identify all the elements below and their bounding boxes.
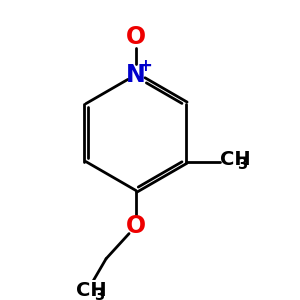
- Text: +: +: [138, 57, 152, 75]
- Text: O: O: [126, 26, 146, 50]
- Text: 3: 3: [94, 288, 104, 300]
- Text: 3: 3: [238, 157, 248, 172]
- Text: CH: CH: [76, 281, 107, 300]
- Text: O: O: [126, 214, 146, 238]
- Text: CH: CH: [220, 150, 250, 169]
- Text: N: N: [126, 63, 146, 87]
